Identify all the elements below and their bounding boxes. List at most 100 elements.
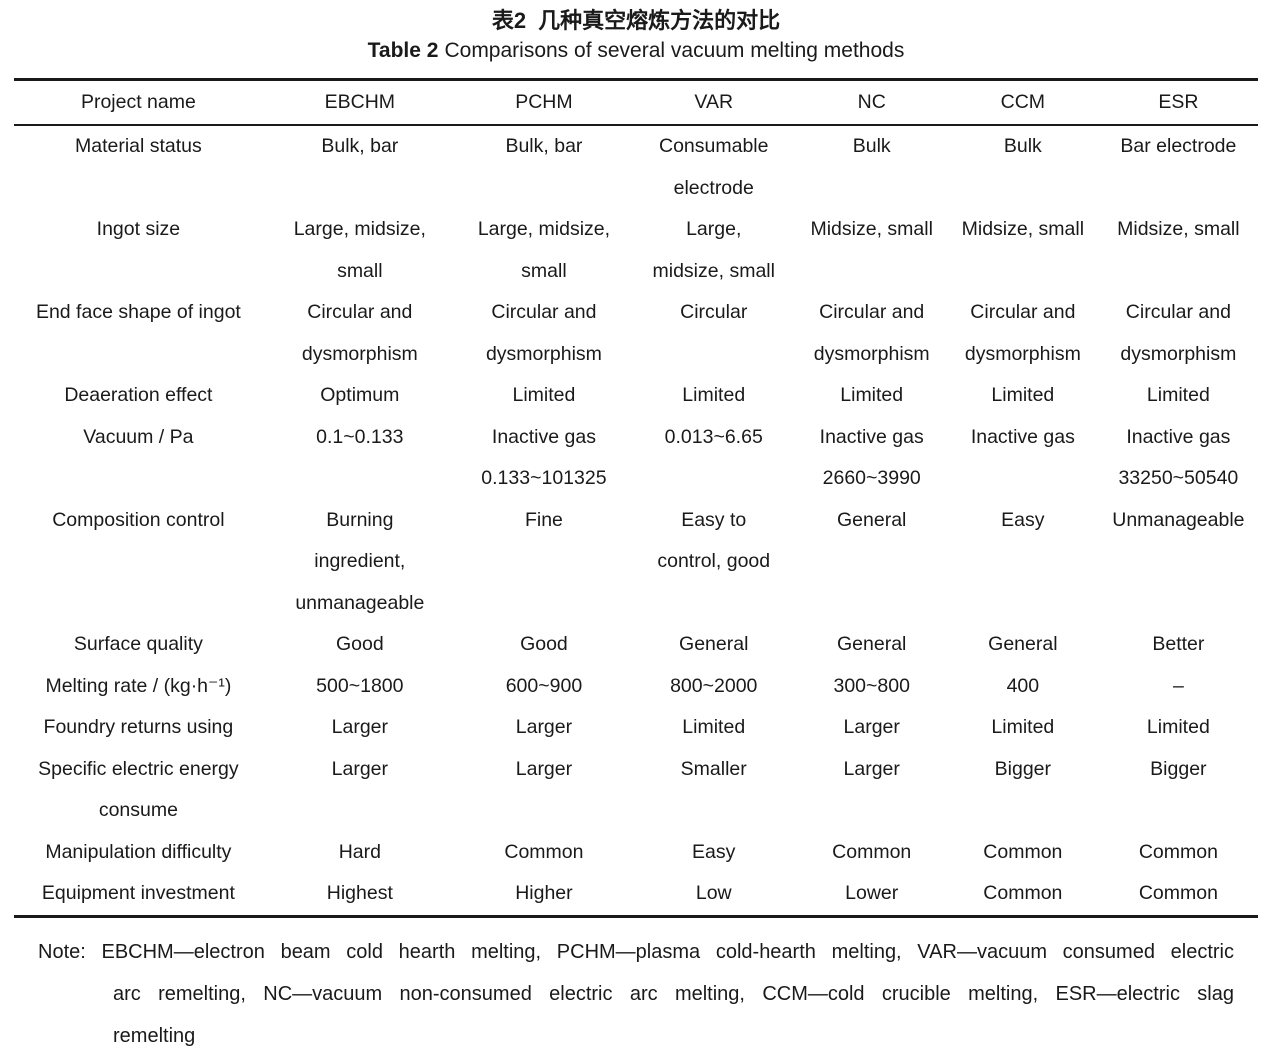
table-cell: Larger (843, 757, 900, 780)
table-cell: Large, midsize, small (652, 218, 775, 282)
footnote-line: arc remelting, NC—vacuum non-consumed el… (113, 982, 1234, 1005)
caption-chinese-label: 表2 (491, 8, 527, 33)
table-cell: Large, midsize, small (477, 218, 611, 282)
row-label: Composition control (52, 508, 225, 531)
table-row: Composition control Burning ingredient, … (14, 500, 1258, 625)
row-label: Specific electric energy consume (38, 757, 239, 822)
table-cell: Circular (680, 301, 748, 323)
row-label: Surface quality (73, 633, 203, 655)
table-cell: Circular and dysmorphism (813, 301, 930, 365)
footnote-line: Note: EBCHM—electron beam cold hearth me… (38, 940, 1234, 963)
table-cell: Circular and dysmorphism (1120, 301, 1237, 365)
table-cell: Larger (331, 757, 389, 780)
table-cell: Inactive gas 2660~3990 (819, 425, 924, 490)
table-cell: Highest (326, 882, 393, 904)
footnote-line: remelting (113, 1024, 196, 1047)
table-cell: Larger (515, 716, 573, 738)
column-header-pchm: PCHM (456, 79, 632, 126)
table-cell: Easy (1001, 508, 1045, 531)
caption-english: Table 2 Comparisons of several vacuum mel… (0, 36, 1272, 66)
table-cell: Burning ingredient, unmanageable (295, 508, 425, 614)
table-cell: Smaller (680, 757, 747, 780)
table-row: Material status Bulk, bar Bulk, bar Cons… (14, 125, 1258, 209)
column-header-nc: NC (796, 79, 947, 126)
caption-english-text: Comparisons of several vacuum melting me… (444, 39, 905, 62)
column-header-ebchm: EBCHM (262, 79, 457, 126)
table-cell: Limited (991, 384, 1055, 406)
table-cell: Common (983, 882, 1063, 904)
caption-english-label: Table 2 (367, 39, 439, 62)
table-cell: Common (1138, 882, 1218, 904)
table-row: Deaeration effect Optimum Limited Limite… (14, 375, 1258, 417)
table-cell: Limited (840, 384, 904, 406)
column-header-esr: ESR (1098, 79, 1258, 126)
table-cell: Higher (515, 882, 573, 904)
table-cell: Midsize, small (1117, 218, 1240, 240)
row-label: Ingot size (96, 218, 181, 240)
row-label: End face shape of ingot (35, 301, 241, 323)
table-cell: – (1172, 674, 1184, 697)
table-cell: Larger (843, 716, 900, 738)
table-cell: Common (504, 840, 584, 863)
table-cell: 0.1~0.133 (316, 425, 404, 448)
table-cell: Midsize, small (810, 218, 933, 240)
table-cell: Bulk, bar (321, 135, 399, 157)
table-cell: Circular and dysmorphism (485, 301, 602, 365)
row-label: Material status (74, 135, 202, 157)
row-label: Manipulation difficulty (45, 840, 232, 863)
caption-chinese: 表2 几种真空熔炼方法的对比 (0, 6, 1272, 36)
table-cell: Bigger (994, 757, 1052, 780)
table-caption: 表2 几种真空熔炼方法的对比 Table 2 Comparisons of seve… (0, 0, 1272, 66)
table-cell: Midsize, small (961, 218, 1085, 240)
table-cell: General (837, 508, 907, 531)
table-cell: Fine (524, 508, 563, 531)
table-cell: Limited (682, 384, 746, 406)
table-cell: Easy to control, good (657, 508, 771, 573)
table-cell: Inactive gas (970, 425, 1075, 448)
table-row: Foundry returns using Larger Larger Limi… (14, 707, 1258, 749)
column-header-ccm: CCM (946, 79, 1099, 126)
row-label: Melting rate / (kg·h⁻¹) (45, 674, 232, 697)
column-header-project-name: Project name (14, 79, 263, 126)
table-cell: Optimum (320, 384, 400, 406)
table-cell: Easy (692, 840, 736, 863)
table-cell: 300~800 (833, 674, 910, 697)
table-cell: Consumable electrode (658, 135, 769, 199)
caption-chinese-text: 几种真空熔炼方法的对比 (538, 8, 781, 33)
row-label: Equipment investment (41, 882, 235, 904)
table-cell: Common (832, 840, 912, 863)
table-cell: Bigger (1150, 757, 1207, 780)
table-cell: Bulk, bar (505, 135, 583, 157)
table-cell: Large, midsize, small (293, 218, 426, 282)
table-cell: Larger (515, 757, 573, 780)
table-cell: Good (335, 633, 384, 655)
table-cell: Limited (682, 716, 746, 738)
column-header-var: VAR (631, 79, 797, 126)
table-row: Ingot size Large, midsize, small Large, … (14, 209, 1258, 292)
header-row: Project name EBCHM PCHM VAR NC CCM ESR (14, 79, 1258, 126)
table-row: Equipment investment Highest Higher Low … (14, 873, 1258, 916)
table-cell: 400 (1006, 674, 1040, 697)
table-row: Surface quality Good Good General Genera… (14, 624, 1258, 666)
table-row: End face shape of ingot Circular and dys… (14, 292, 1258, 375)
table-cell: Better (1152, 633, 1205, 655)
table-cell: 600~900 (505, 674, 583, 697)
table-cell: Bulk (1003, 135, 1042, 157)
table-cell: General (679, 633, 749, 655)
table-cell: General (837, 633, 907, 655)
table-row: Manipulation difficulty Hard Common Easy… (14, 832, 1258, 874)
table-cell: 500~1800 (316, 674, 404, 697)
table-cell: Inactive gas 0.133~101325 (481, 425, 607, 490)
table-cell: Inactive gas 33250~50540 (1118, 425, 1239, 490)
row-label: Deaeration effect (64, 384, 213, 406)
table-cell: Bulk (852, 135, 891, 157)
table-row: Specific electric energy consume Larger … (14, 749, 1258, 832)
table-cell: Larger (331, 716, 389, 738)
table-cell: Lower (845, 882, 899, 904)
table-cell: Common (1138, 840, 1218, 863)
table-row: Melting rate / (kg·h⁻¹) 500~1800 600~900… (14, 666, 1258, 708)
table-row: Vacuum / Pa 0.1~0.133 Inactive gas 0.133… (14, 417, 1258, 500)
table-cell: Unmanageable (1112, 508, 1245, 531)
table-cell: Hard (338, 840, 381, 863)
table-footnote: Note: EBCHM—electron beam cold hearth me… (38, 931, 1234, 1057)
